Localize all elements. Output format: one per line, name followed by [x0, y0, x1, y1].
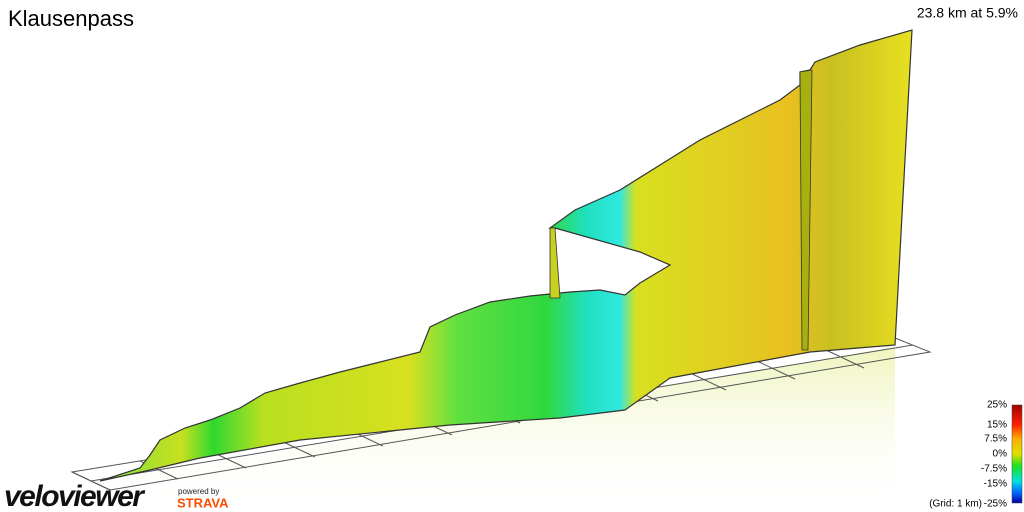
legend-label: 7.5%: [984, 434, 1007, 445]
legend-label: 15%: [987, 420, 1007, 431]
profile-fold: [799, 69, 813, 351]
legend-label: 25%: [987, 400, 1007, 411]
legend-label: -15%: [984, 479, 1007, 490]
gradient-colorbar: [1011, 404, 1023, 504]
powered-by: powered by: [178, 487, 219, 496]
strava-logo: STRAVA: [177, 495, 229, 510]
grid-note: (Grid: 1 km): [929, 499, 982, 510]
legend-label: -7.5%: [981, 464, 1007, 475]
legend-label: -25%: [984, 499, 1007, 510]
reflection: [100, 347, 895, 512]
legend-label: 0%: [993, 449, 1008, 460]
profile-fold: [549, 227, 561, 299]
summary: 23.8 km at 5.9%: [917, 5, 1018, 21]
title: Klausenpass: [8, 6, 134, 31]
logo: veloviewer: [4, 480, 146, 512]
